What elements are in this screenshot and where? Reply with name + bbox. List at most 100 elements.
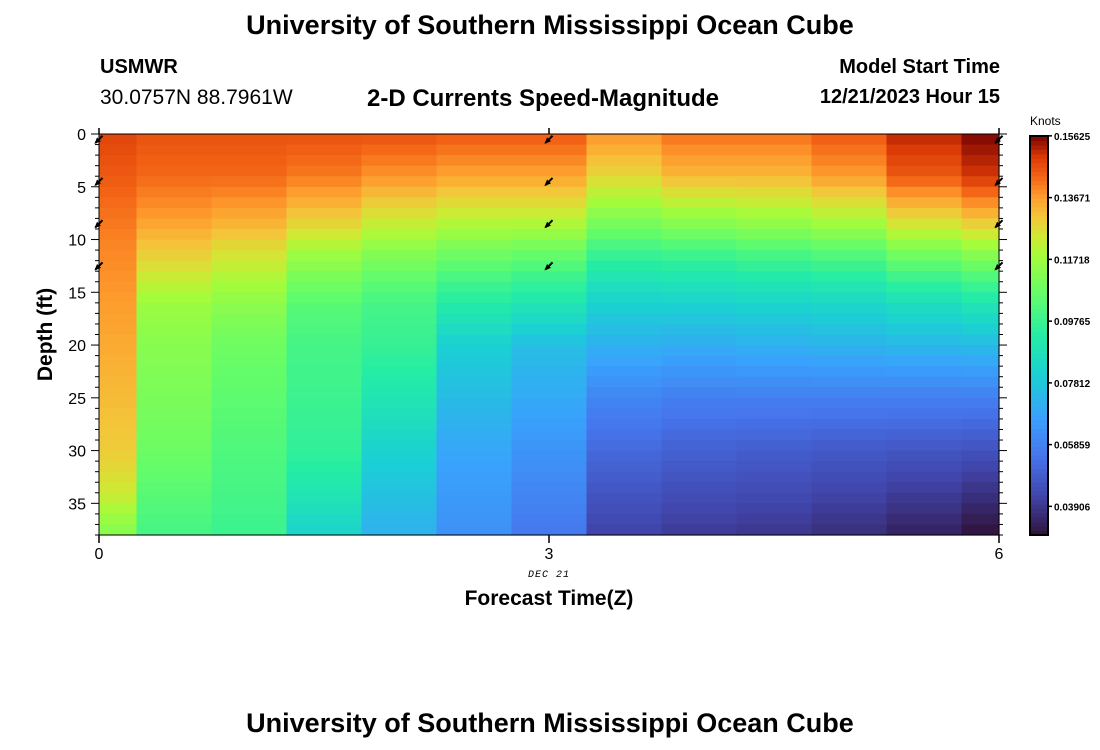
heatmap-cell xyxy=(736,239,813,251)
heatmap-cell xyxy=(99,228,138,241)
heatmap-cell xyxy=(286,524,363,536)
heatmap-cell xyxy=(511,292,588,304)
heatmap-cell xyxy=(661,271,738,283)
colorbar-segment xyxy=(1030,149,1048,155)
heatmap-cell xyxy=(586,376,663,388)
heatmap-cell xyxy=(436,397,513,409)
heatmap-cell xyxy=(286,260,363,272)
heatmap-cell xyxy=(99,134,138,146)
colorbar-segment xyxy=(1030,455,1048,461)
heatmap-cell xyxy=(736,513,813,526)
heatmap-cell xyxy=(99,250,138,262)
heatmap-cell xyxy=(736,429,813,441)
heatmap-cell xyxy=(586,313,663,325)
heatmap-cell xyxy=(99,440,138,452)
heatmap-cell xyxy=(886,440,963,452)
heatmap-cell xyxy=(511,366,588,378)
heatmap-cell xyxy=(99,155,138,167)
colorbar-tick-label: 0.05859 xyxy=(1054,441,1091,452)
heatmap-cell xyxy=(361,429,438,441)
heatmap-cell xyxy=(286,176,363,188)
heatmap-cell xyxy=(136,450,213,462)
heatmap-cell xyxy=(361,345,438,357)
heatmap-cell xyxy=(736,492,813,504)
heatmap-cell xyxy=(511,250,588,262)
heatmap-cell xyxy=(886,260,963,272)
colorbar-segment xyxy=(1030,366,1048,372)
heatmap-cell xyxy=(136,228,213,241)
heatmap-cell xyxy=(961,345,1000,357)
heatmap-cell xyxy=(436,250,513,262)
heatmap-cell xyxy=(511,165,588,177)
heatmap-cell xyxy=(136,429,213,441)
heatmap-cell xyxy=(961,492,1000,504)
colorbar-segment xyxy=(1030,362,1048,368)
heatmap-cell xyxy=(811,450,888,462)
heatmap-cell xyxy=(211,334,288,346)
current-vector xyxy=(544,135,554,144)
heatmap-cell xyxy=(661,461,738,473)
y-tick-label: 15 xyxy=(68,285,86,302)
colorbar-segment xyxy=(1030,206,1048,212)
colorbar-segment xyxy=(1030,282,1048,288)
colorbar-segment xyxy=(1030,512,1048,518)
heatmap-cell xyxy=(886,134,963,146)
heatmap-cell xyxy=(736,271,813,283)
heatmap-cell xyxy=(961,250,1000,262)
colorbar-segment xyxy=(1030,450,1048,456)
heatmap-cell xyxy=(811,524,888,536)
heatmap-cell xyxy=(99,197,138,209)
heatmap-cell xyxy=(886,281,963,293)
heatmap-cell xyxy=(286,239,363,251)
heatmap-cell xyxy=(586,144,663,156)
heatmap-cell xyxy=(736,207,813,220)
colorbar-segment xyxy=(1030,184,1048,190)
heatmap-cell xyxy=(886,408,963,420)
heatmap-cell xyxy=(99,218,138,230)
heatmap-cell xyxy=(811,345,888,357)
heatmap-cell xyxy=(361,165,438,177)
heatmap-cell xyxy=(511,440,588,452)
heatmap-cell xyxy=(511,345,588,357)
chart-title: University of Southern Mississippi Ocean… xyxy=(246,10,854,40)
colorbar-segment xyxy=(1030,153,1048,159)
heatmap-cell xyxy=(511,239,588,251)
heatmap-cell xyxy=(961,281,1000,293)
colorbar-segment xyxy=(1030,308,1048,314)
heatmap-cell xyxy=(286,397,363,409)
heatmap-cell xyxy=(736,471,813,483)
heatmap-cell xyxy=(736,165,813,177)
x-tick-label: 3 xyxy=(545,546,554,563)
colorbar-segment xyxy=(1030,304,1048,310)
heatmap-cell xyxy=(586,366,663,378)
heatmap-cell xyxy=(736,355,813,367)
heatmap-cell xyxy=(286,165,363,177)
heatmap-cell xyxy=(211,134,288,146)
heatmap-cell xyxy=(436,302,513,314)
colorbar-tick-label: 0.03906 xyxy=(1054,502,1091,513)
heatmap-cell xyxy=(361,366,438,378)
heatmap-cell xyxy=(736,461,813,473)
heatmap-cell xyxy=(286,418,363,431)
colorbar-segment xyxy=(1030,286,1048,292)
heatmap-cell xyxy=(586,492,663,504)
heatmap-cell xyxy=(661,323,738,336)
heatmap-cell xyxy=(961,155,1000,167)
heatmap-cell xyxy=(211,207,288,220)
heatmap-cell xyxy=(961,418,1000,431)
heatmap-cell xyxy=(811,271,888,283)
heatmap-cell xyxy=(99,302,138,314)
heatmap-cell xyxy=(661,387,738,399)
heatmap-cell xyxy=(361,260,438,272)
colorbar-segment xyxy=(1030,313,1048,319)
heatmap-cell xyxy=(99,176,138,188)
heatmap-cell xyxy=(99,207,138,220)
heatmap-cell xyxy=(586,260,663,272)
colorbar-segment xyxy=(1030,375,1048,381)
heatmap-cell xyxy=(661,345,738,357)
heatmap-cell xyxy=(586,155,663,167)
heatmap-cell xyxy=(661,418,738,431)
heatmap-cell xyxy=(736,176,813,188)
heatmap-cell xyxy=(736,482,813,494)
heatmap-cell xyxy=(661,366,738,378)
